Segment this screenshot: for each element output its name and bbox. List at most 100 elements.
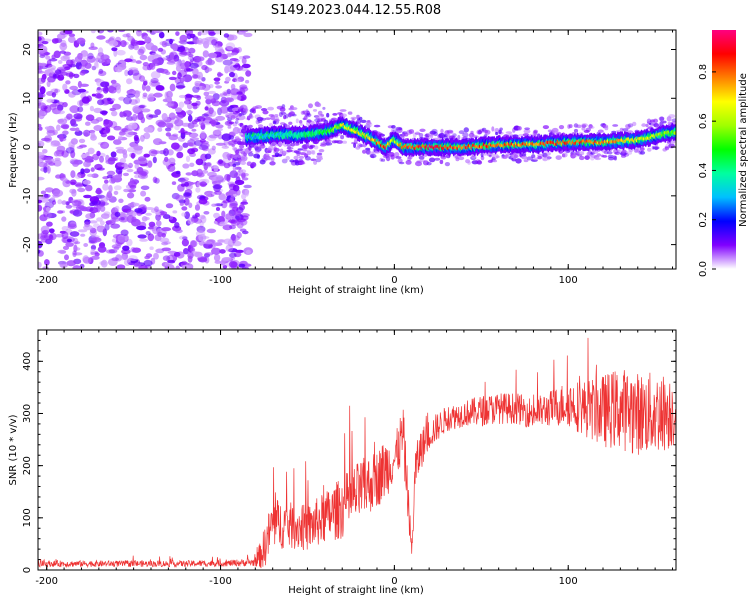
heatmap-cell [155, 213, 162, 221]
heatmap-cell [44, 126, 51, 130]
heatmap-cell [68, 91, 76, 98]
heatmap-cell [167, 149, 174, 156]
heatmap-cell [104, 223, 110, 231]
heatmap-cell [274, 114, 279, 118]
heatmap-cell [70, 118, 77, 126]
heatmap-cell [590, 154, 598, 158]
heatmap-cell [83, 194, 92, 199]
heatmap-cell [56, 110, 65, 115]
heatmap-cell [95, 117, 104, 122]
heatmap-cell [645, 123, 649, 128]
heatmap-cell [306, 150, 312, 155]
heatmap-cell [46, 212, 57, 219]
heatmap-cell [639, 150, 646, 155]
heatmap-cell [134, 163, 140, 170]
heatmap-cell [147, 94, 155, 102]
heatmap-cell [230, 190, 238, 198]
heatmap-cell [639, 147, 645, 152]
colorbar-label: Normalized spectral amplitude [738, 73, 749, 227]
heatmap-cell [226, 174, 231, 182]
heatmap-cell [120, 40, 127, 48]
heatmap-cell [458, 130, 465, 135]
heatmap-cell [106, 191, 113, 199]
heatmap-cell [132, 149, 139, 154]
heatmap-cell [581, 124, 587, 128]
heatmap-cell [72, 265, 81, 269]
heatmap-cell [154, 109, 162, 116]
heatmap-cell [121, 252, 129, 260]
y-tick-label: -20 [22, 236, 33, 252]
heatmap-cell [120, 229, 129, 236]
heatmap-cell [215, 124, 224, 129]
heatmap-cell [255, 149, 260, 154]
heatmap-cell [355, 146, 361, 150]
heatmap-cell [322, 106, 326, 110]
heatmap-cell [74, 56, 83, 63]
heatmap-cell [79, 70, 86, 76]
heatmap-cell [81, 53, 88, 60]
heatmap-cell [181, 59, 186, 67]
x-tick-label: -200 [35, 576, 58, 587]
heatmap-cell [414, 132, 421, 135]
heatmap-cell [115, 167, 123, 175]
heatmap-cell [107, 135, 116, 141]
colorbar-tick-label: 0.0 [698, 261, 709, 277]
heatmap-cell [219, 105, 229, 114]
heatmap-cell [215, 85, 223, 89]
heatmap-cell [38, 199, 43, 204]
heatmap-cell [353, 138, 358, 143]
heatmap-cell [412, 132, 417, 138]
heatmap-cell [116, 49, 126, 56]
heatmap-cell [222, 265, 228, 269]
heatmap-cell [213, 253, 221, 262]
heatmap-cell [44, 201, 54, 209]
heatmap-cell [492, 159, 498, 163]
x-tick-label: 100 [559, 275, 578, 286]
heatmap-cell [205, 193, 212, 198]
heatmap-cell [72, 209, 83, 217]
heatmap-cell [215, 177, 226, 183]
heatmap-cell [621, 155, 626, 158]
heatmap-cell [237, 113, 242, 116]
heatmap-cell [115, 66, 123, 73]
heatmap-cell [45, 160, 53, 164]
heatmap-cell [546, 152, 551, 156]
heatmap-cell [59, 50, 66, 54]
heatmap-cell [184, 100, 192, 105]
heatmap-cell [312, 109, 318, 112]
heatmap-cell [364, 124, 371, 129]
heatmap-cell [57, 118, 68, 125]
heatmap-cell [137, 48, 145, 56]
heatmap-cell [129, 152, 137, 158]
heatmap-cell [83, 168, 91, 174]
heatmap-cell [229, 71, 235, 78]
heatmap-cell [90, 30, 96, 34]
heatmap-cell [285, 155, 290, 161]
heatmap-cell [116, 85, 122, 94]
heatmap-cell [51, 38, 59, 44]
heatmap-cell [608, 156, 615, 161]
heatmap-cell [199, 30, 209, 36]
heatmap-cell [39, 62, 47, 67]
heatmap-cell [176, 46, 185, 52]
heatmap-cell [124, 58, 133, 63]
heatmap-cell [39, 86, 46, 95]
heatmap-cell [38, 102, 46, 109]
heatmap-cell [491, 126, 495, 132]
y-tick-label: 10 [22, 92, 33, 105]
heatmap-cell [256, 154, 260, 159]
heatmap-cell [96, 87, 101, 91]
heatmap-cell [90, 167, 95, 172]
heatmap-cell [116, 149, 126, 154]
heatmap-cell [666, 116, 672, 122]
heatmap-cell [69, 119, 76, 126]
heatmap-cell [584, 155, 590, 161]
heatmap-cell [228, 183, 237, 190]
spectrogram-ylabel: Frequency (Hz) [8, 112, 19, 188]
heatmap-cell [241, 266, 250, 269]
heatmap-cell [111, 175, 122, 179]
heatmap-cell [604, 126, 609, 131]
spectrogram-cells [38, 30, 676, 269]
heatmap-cell [52, 73, 57, 80]
heatmap-cell [62, 102, 68, 108]
